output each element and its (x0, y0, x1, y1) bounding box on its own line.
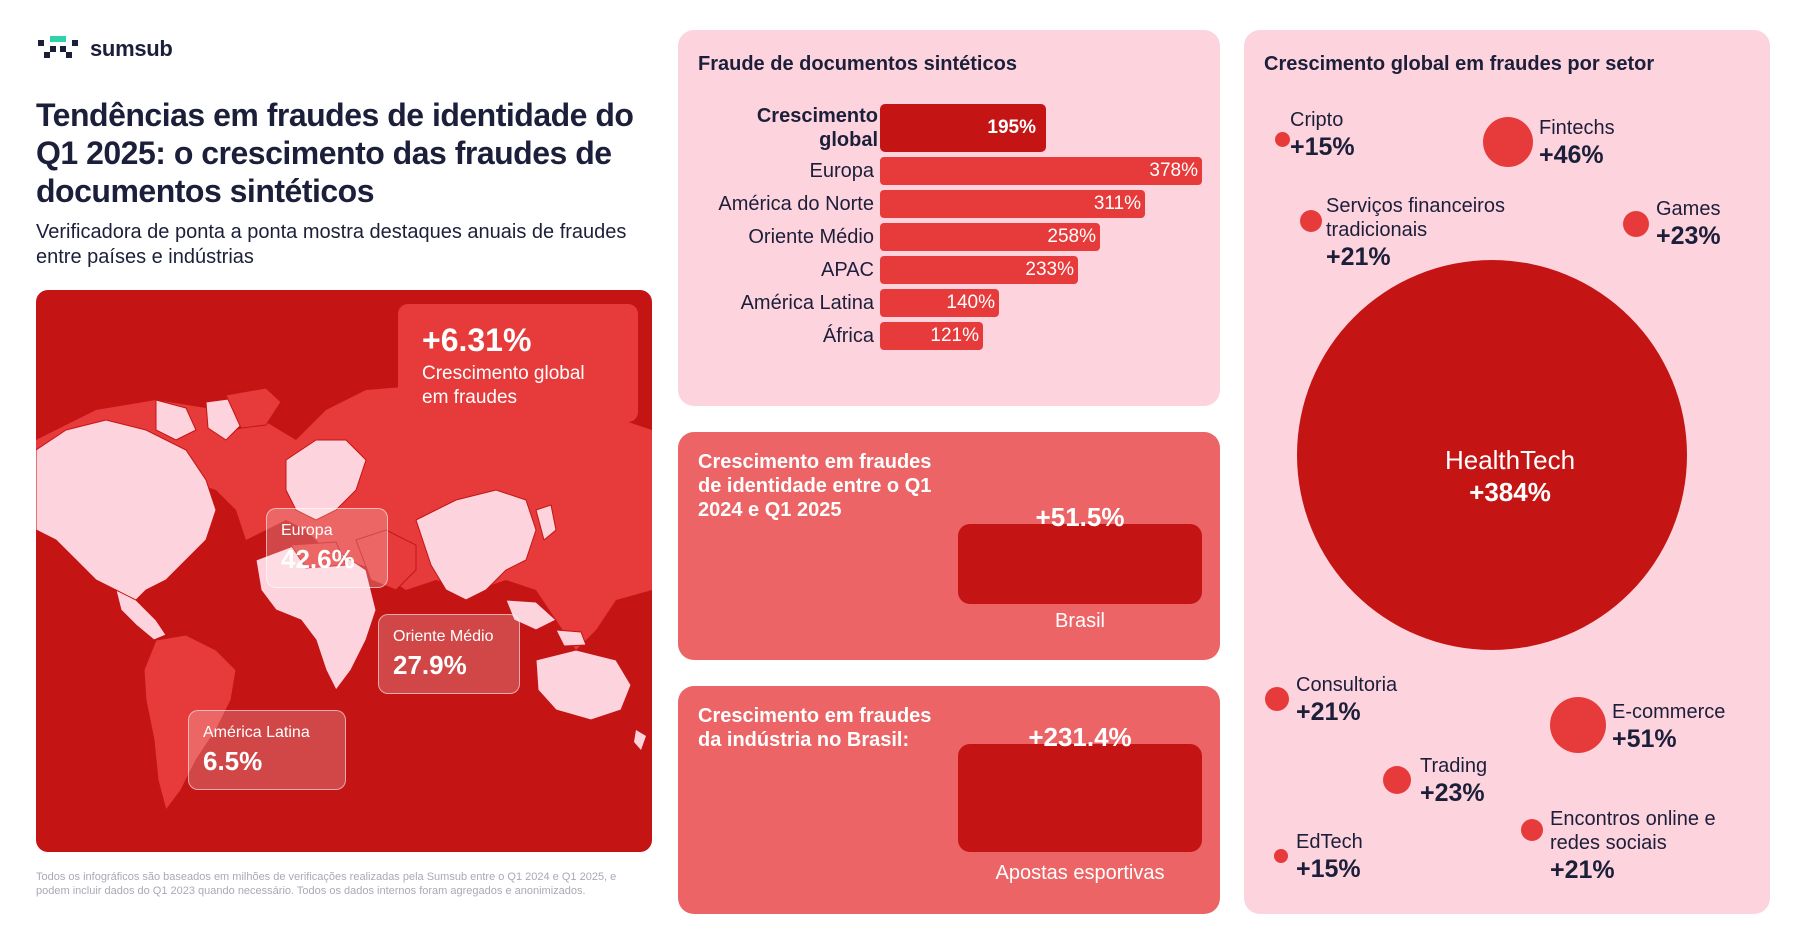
page-subtitle: Verificadora de ponta a ponta mostra des… (36, 221, 627, 268)
bar: 258% (880, 223, 1100, 251)
sector-bubble (1300, 210, 1322, 232)
sector-bubble (1623, 211, 1649, 237)
sector-chart-title: Crescimento global em fraudes por setor (1264, 53, 1655, 75)
sector-value: +23% (1656, 222, 1721, 250)
sector-name: Fintechs (1539, 117, 1615, 139)
sector-label: Trading +23% (1420, 754, 1620, 808)
brand: sumsub (36, 36, 173, 62)
sector-name: Encontros online e redes sociais (1550, 808, 1716, 854)
bar-label-global-line2: global (819, 129, 878, 151)
sector-label: Encontros online e redes sociais +21% (1550, 807, 1740, 885)
sector-value: +46% (1539, 141, 1604, 169)
growth-value-box (958, 524, 1202, 604)
bar: 140% (880, 289, 999, 317)
sector-label: Consultoria +21% (1296, 673, 1496, 727)
sector-value: +51% (1612, 725, 1677, 753)
sector-bubble (1483, 117, 1533, 167)
bar-label: Europa (809, 160, 875, 182)
region-name: Oriente Médio (393, 628, 494, 645)
sector-bubble (1550, 697, 1606, 753)
sector-value: +21% (1326, 243, 1391, 271)
sector-bubble (1265, 687, 1289, 711)
sector-label: Serviços financeiros tradicionais +21% (1326, 194, 1536, 272)
growth-caption: Brasil (1054, 610, 1105, 632)
sector-name: Serviços financeiros tradicionais (1326, 195, 1505, 241)
bar-global: 195% (880, 104, 1046, 152)
sector-name: EdTech (1296, 831, 1363, 853)
bar-label-global: Crescimento global (678, 104, 878, 152)
growth-value: +51.5% (1035, 502, 1125, 532)
region-tag-america-latina: América Latina 6.5% (188, 710, 346, 790)
region-tag-europa: Europa 42.6% (266, 508, 388, 588)
region-tag-oriente-medio: Oriente Médio 27.9% (378, 614, 520, 694)
region-value: 6.5% (203, 746, 263, 776)
synthetic-documents-card: Fraude de documentos sintéticos Crescime… (678, 30, 1220, 406)
global-fraud-growth-box: +6.31% Crescimento global em fraudes (398, 304, 638, 422)
sector-value: +21% (1296, 698, 1361, 726)
synthetic-chart-title: Fraude de documentos sintéticos (698, 53, 1017, 75)
sector-bubble (1274, 849, 1288, 863)
industry-fraud-growth-card: Crescimento em fraudes da indústria no B… (678, 686, 1220, 914)
region-name: Europa (281, 522, 333, 539)
sector-name: Trading (1420, 755, 1488, 777)
sector-name: Cripto (1290, 109, 1344, 131)
bar-label: América do Norte (718, 193, 874, 215)
bar-label: APAC (821, 259, 874, 281)
sector-label: Fintechs +46% (1539, 116, 1739, 170)
sector-value: +15% (1296, 855, 1361, 883)
sector-label: EdTech +15% (1296, 830, 1496, 884)
sector-value: +384% (1469, 477, 1551, 507)
sector-value: +21% (1550, 856, 1615, 884)
footnote: Todos os infográficos são baseados em mi… (36, 871, 617, 897)
bar-label: África (822, 325, 874, 347)
region-value: 27.9% (393, 650, 467, 680)
sector-value: +15% (1290, 133, 1355, 161)
bar: 311% (880, 190, 1145, 218)
sector-name: Games (1656, 198, 1721, 220)
bar-label-global-line1: Crescimento (756, 105, 878, 127)
sector-name: Consultoria (1296, 674, 1398, 696)
sector-bubble (1297, 260, 1687, 650)
sector-name: HealthTech (1444, 445, 1576, 475)
identity-fraud-growth-card: Crescimento em fraudes de identidade ent… (678, 432, 1220, 660)
industry-value: +231.4% (1028, 722, 1132, 752)
region-value: 42.6% (281, 544, 355, 574)
sector-value: +23% (1420, 779, 1485, 807)
sector-bubble (1383, 766, 1411, 794)
industry-value-box (958, 744, 1202, 852)
sector-label: E-commerce +51% (1612, 700, 1800, 754)
bar-row-global: Crescimento global (678, 104, 878, 152)
sector-bubble (1521, 819, 1543, 841)
bar: 378% (880, 157, 1202, 185)
industry-card-title: Crescimento em fraudes da indústria no B… (698, 705, 932, 751)
sumsub-logo-icon (38, 36, 78, 58)
page-title: Tendências em fraudes de identidade do Q… (36, 97, 634, 209)
global-fraud-label: Crescimento global em fraudes (422, 363, 585, 408)
global-fraud-value: +6.31% (422, 322, 532, 358)
bar: 121% (880, 322, 983, 350)
sector-label: Games +23% (1656, 197, 1800, 251)
sector-label: Cripto +15% (1290, 108, 1490, 162)
world-map-card: +6.31% Crescimento global em fraudes Eur… (36, 290, 652, 852)
bar-label: Oriente Médio (748, 226, 874, 248)
sector-bubble (1275, 132, 1290, 147)
region-name: América Latina (203, 724, 310, 741)
sector-label: HealthTech +384% (1390, 444, 1630, 508)
bar: 233% (880, 256, 1078, 284)
brand-name: sumsub (90, 36, 173, 61)
growth-card-title: Crescimento em fraudes de identidade ent… (698, 451, 932, 521)
world-map (36, 378, 652, 812)
sector-name: E-commerce (1612, 701, 1726, 723)
industry-caption: Apostas esportivas (995, 862, 1165, 884)
bar-label: América Latina (740, 292, 874, 314)
